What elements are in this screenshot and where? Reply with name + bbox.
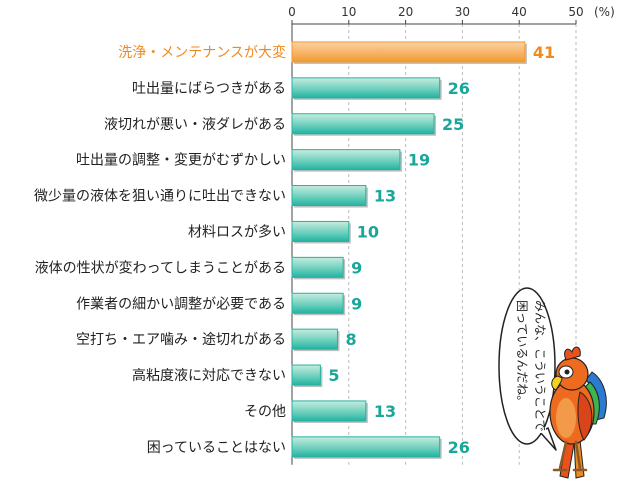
bar [291,77,441,99]
data-label: 26 [448,79,470,98]
category-label: 材料ロスが多い [188,223,286,240]
data-label: 9 [351,258,362,277]
x-axis-unit: (%) [594,5,615,19]
data-label: 41 [533,43,555,62]
category-label: 作業者の細かい調整が必要である [76,296,286,312]
category-label: 空打ち・エア噛み・途切れがある [76,331,286,348]
x-tick-label: 30 [455,5,470,19]
bar [291,328,338,350]
category-label: 微少量の液体を狙い通りに吐出できない [34,189,286,205]
x-tick-label: 20 [398,5,413,19]
category-label: その他 [244,404,286,420]
data-label: 5 [328,366,339,385]
data-label: 19 [408,151,430,170]
bar [291,149,401,171]
speech-bubble-line: 困っているんだね。 [515,300,529,407]
category-label: 高粘度液に対応できない [132,367,286,384]
bar [291,292,344,314]
data-label: 13 [374,402,396,421]
x-tick-label: 50 [568,5,583,19]
bar [291,220,350,242]
category-labels: 洗浄・メンテナンスが大変吐出量にばらつきがある液切れが悪い・液ダレがある吐出量の… [34,44,286,456]
data-label: 9 [351,294,362,313]
category-label: 液切れが悪い・液ダレがある [104,117,286,133]
bar [291,364,321,386]
bar [291,41,526,63]
data-label: 25 [442,115,464,134]
data-label: 13 [374,187,396,206]
x-tick-label: 0 [288,5,296,19]
x-tick-label: 40 [512,5,527,19]
bar [291,113,435,135]
bars [291,41,527,459]
category-label: 吐出量にばらつきがある [132,81,286,97]
parrot-mascot-icon [549,346,607,479]
bar [291,400,367,422]
category-label: 吐出量の調整・変更がむずかしい [76,152,286,169]
value-labels: 41 26 25 19 13 10 9 9 85 13 26 [328,43,555,457]
bar [291,436,441,458]
bar [291,256,344,278]
bar [291,185,367,207]
category-label: 困っていることはない [147,440,286,456]
x-tick-label: 10 [341,5,356,19]
category-label: 液体の性状が変わってしまうことがある [35,259,286,276]
data-label: 26 [448,438,470,457]
category-label: 洗浄・メンテナンスが大変 [118,44,286,61]
data-label: 8 [345,330,356,349]
speech-bubble-line: みんな、こういうことで [533,300,547,432]
data-label: 10 [357,222,379,241]
